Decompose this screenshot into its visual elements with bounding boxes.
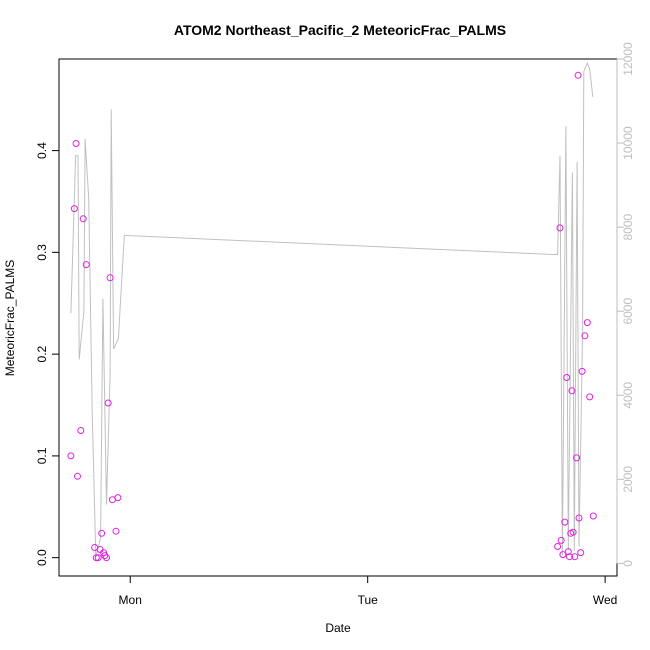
y-tick-label: 0.3 [35,244,49,261]
x-axis: Mon Tue Wed [119,575,617,607]
x-tick-label: Mon [119,593,142,607]
data-point [79,215,87,223]
y2-tick-label: 2000 [621,466,635,493]
data-point [103,554,110,562]
data-point [563,374,571,381]
x-axis-label: Date [325,621,351,635]
data-point [577,549,585,557]
series-line [70,61,594,558]
y2-tick-label: 10000 [621,126,635,160]
y-tick-label: 0.1 [35,447,49,464]
data-point [564,548,572,556]
data-point [94,554,102,562]
data-point [106,274,114,282]
data-point [586,393,594,401]
data-point [589,512,597,520]
data-point [101,552,109,560]
meteoric-frac-points [67,71,597,562]
x-tick-label: Wed [593,593,617,607]
data-point [554,543,562,550]
data-point [92,554,100,562]
y2-tick-label: 6000 [621,298,635,325]
data-point [98,529,106,537]
data-point [583,319,591,327]
data-point [569,528,577,536]
data-point [571,553,579,561]
data-point [575,514,583,522]
data-point [112,527,120,535]
data-point [568,387,576,395]
y-axis-right: 0 2000 4000 6000 8000 10000 12000 [616,42,635,567]
data-point [67,452,75,460]
y2-tick-label: 12000 [621,42,635,76]
data-point [114,494,122,502]
data-point [74,472,81,480]
data-point [561,518,569,526]
data-point [573,454,581,462]
data-point [556,224,564,232]
plot-frame [58,58,618,577]
data-point [566,553,573,561]
y-tick-label: 0.4 [35,142,49,159]
y2-tick-label: 0 [621,560,635,567]
y-axis-label: MeteoricFrac_PALMS [3,260,17,376]
data-point [82,261,90,269]
chart-title: ATOM2 Northeast_Pacific_2 MeteoricFrac_P… [174,22,506,38]
y2-tick-label: 8000 [621,213,635,240]
y-axis-left: 0.0 0.1 0.2 0.3 0.4 [35,142,60,566]
data-point [70,205,78,213]
y-tick-label: 0.0 [35,549,49,566]
data-point [559,551,567,559]
data-point [557,536,565,544]
data-point [581,332,589,340]
data-point [578,367,586,375]
data-point [104,399,112,407]
y-tick-label: 0.2 [35,345,49,362]
data-point [72,140,80,147]
data-point [574,71,582,79]
altitude-line-series [70,61,594,558]
data-point [77,427,85,434]
y2-tick-label: 4000 [621,382,635,409]
x-tick-label: Tue [358,593,379,607]
